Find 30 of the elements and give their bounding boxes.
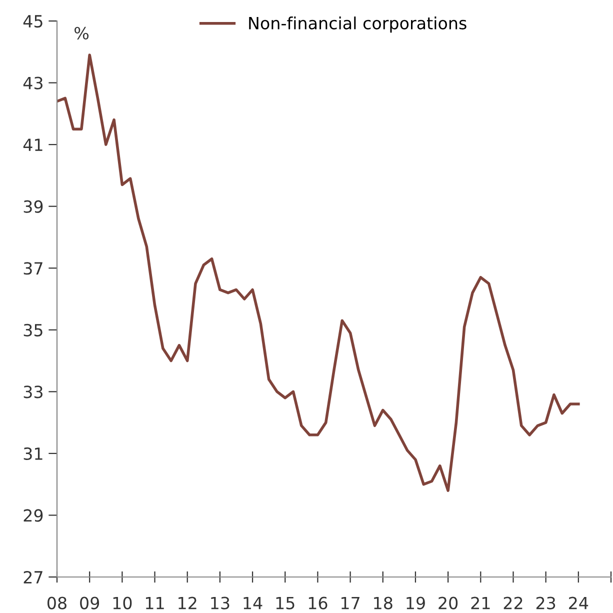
x-tick-label: 18 bbox=[374, 596, 392, 610]
x-tick-label: 10 bbox=[113, 596, 132, 610]
x-tick-label: 20 bbox=[438, 596, 458, 610]
x-tick-label: 22 bbox=[504, 596, 522, 610]
y-tick-label: 35 bbox=[24, 324, 42, 336]
x-tick-label: 23 bbox=[536, 596, 556, 610]
line-series bbox=[57, 54, 580, 492]
x-tick-label: 19 bbox=[406, 596, 425, 610]
y-tick-label: 27 bbox=[24, 570, 42, 584]
x-tick-label: 12 bbox=[178, 596, 196, 610]
y-tick-label: 39 bbox=[24, 200, 43, 213]
y-tick-label: 37 bbox=[24, 262, 42, 275]
y-tick-label: 31 bbox=[24, 447, 42, 460]
y-tick-label: 43 bbox=[23, 76, 42, 90]
x-tick-label: 21 bbox=[471, 596, 490, 610]
x-tick-label: 15 bbox=[276, 596, 294, 610]
y-tick-label: 29 bbox=[24, 509, 43, 522]
y-tick-label: 41 bbox=[23, 138, 42, 151]
y-axis-title: % bbox=[74, 26, 89, 40]
x-tick-label: 11 bbox=[146, 596, 164, 610]
legend-label: Non-financial corporations bbox=[249, 16, 466, 33]
x-tick-label: 16 bbox=[308, 596, 328, 610]
x-tick-label: 17 bbox=[342, 596, 360, 610]
x-tick-label: 24 bbox=[569, 596, 588, 610]
y-tick-label: 33 bbox=[24, 386, 42, 398]
x-tick-label: 13 bbox=[211, 596, 230, 610]
y-tick-label: 45 bbox=[23, 15, 42, 28]
x-tick-label: 14 bbox=[244, 596, 262, 610]
x-tick-label: 09 bbox=[80, 596, 100, 610]
x-tick-label: 08 bbox=[47, 596, 66, 610]
